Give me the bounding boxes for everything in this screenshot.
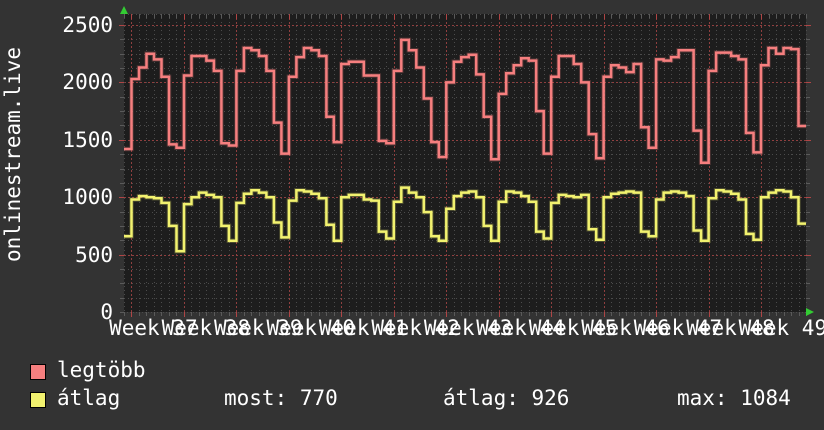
grid-minor xyxy=(124,14,806,312)
grid-major xyxy=(124,14,806,312)
axis-ticks xyxy=(119,14,811,317)
series-max-line xyxy=(124,38,806,165)
x-axis-week-label: Week 40 xyxy=(266,316,356,340)
x-axis-week-label: Week 39 xyxy=(214,316,303,340)
axis-arrow-up-icon xyxy=(120,6,128,14)
y-axis-tick-label: 2500 xyxy=(62,13,113,37)
x-axis-week-label: Week 48 xyxy=(686,316,775,340)
axis-arrow-right-icon xyxy=(806,308,814,316)
x-axis-week-label: Week 47 xyxy=(633,316,723,340)
stat-max: max: 1084 xyxy=(677,386,791,410)
series-avg-line xyxy=(124,186,806,253)
y-axis-tick-label: 1500 xyxy=(62,128,113,152)
x-axis-week-label: Week 41 xyxy=(318,316,408,340)
x-axis-week-label: Week 49 xyxy=(738,316,824,340)
x-axis-week-label: Week 45 xyxy=(528,316,618,340)
stat-now: most: 770 xyxy=(224,386,338,410)
x-axis-week-label: Week 43 xyxy=(423,316,513,340)
legend-swatch-avg xyxy=(30,392,46,408)
legend-label-max: legtöbb xyxy=(57,358,146,382)
y-axis-tick-label: 500 xyxy=(75,243,113,267)
y-axis-tick-label: 2000 xyxy=(62,70,113,94)
y-axis-tick-label: 0 xyxy=(100,300,113,324)
plot-frame xyxy=(124,14,807,313)
y-axis-tick-label: 1000 xyxy=(62,185,113,209)
x-axis-week-label: Week 38 xyxy=(161,316,251,340)
x-axis-week-label: Week 42 xyxy=(371,316,460,340)
stat-average: átlag: 926 xyxy=(443,386,570,410)
plot-background xyxy=(124,14,806,312)
x-axis-week-label: Week 44 xyxy=(476,316,565,340)
x-axis-week-label: Week 37 xyxy=(109,316,198,340)
legend-label-avg: átlag xyxy=(57,386,121,410)
legend-swatch-max xyxy=(30,364,46,380)
x-axis-week-label: Week 46 xyxy=(581,316,670,340)
